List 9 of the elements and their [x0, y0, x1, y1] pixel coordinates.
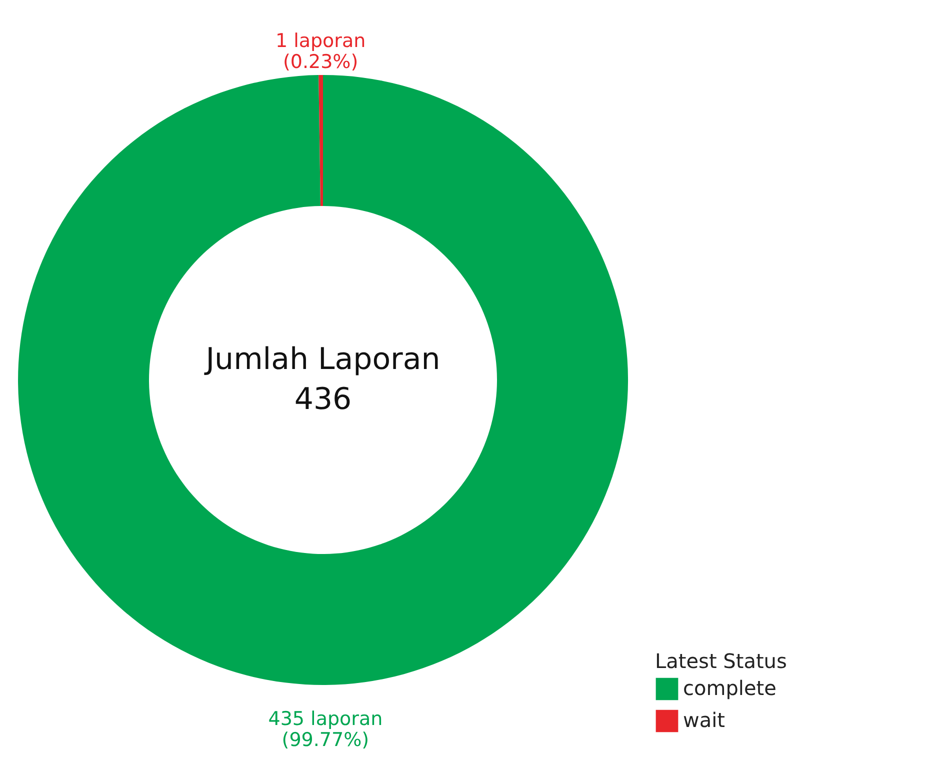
text: 436: [294, 382, 352, 417]
data-label: 435 laporan (99.77%): [268, 708, 383, 751]
donut-slice: [318, 75, 323, 206]
legend-label: complete: [683, 676, 776, 700]
text: Jumlah Laporan: [204, 342, 440, 377]
legend-label: wait: [683, 708, 726, 732]
data-label: 1 laporan (0.23%): [275, 30, 366, 74]
donut-slice: [18, 75, 628, 685]
legend-title: Latest Status: [655, 649, 787, 673]
